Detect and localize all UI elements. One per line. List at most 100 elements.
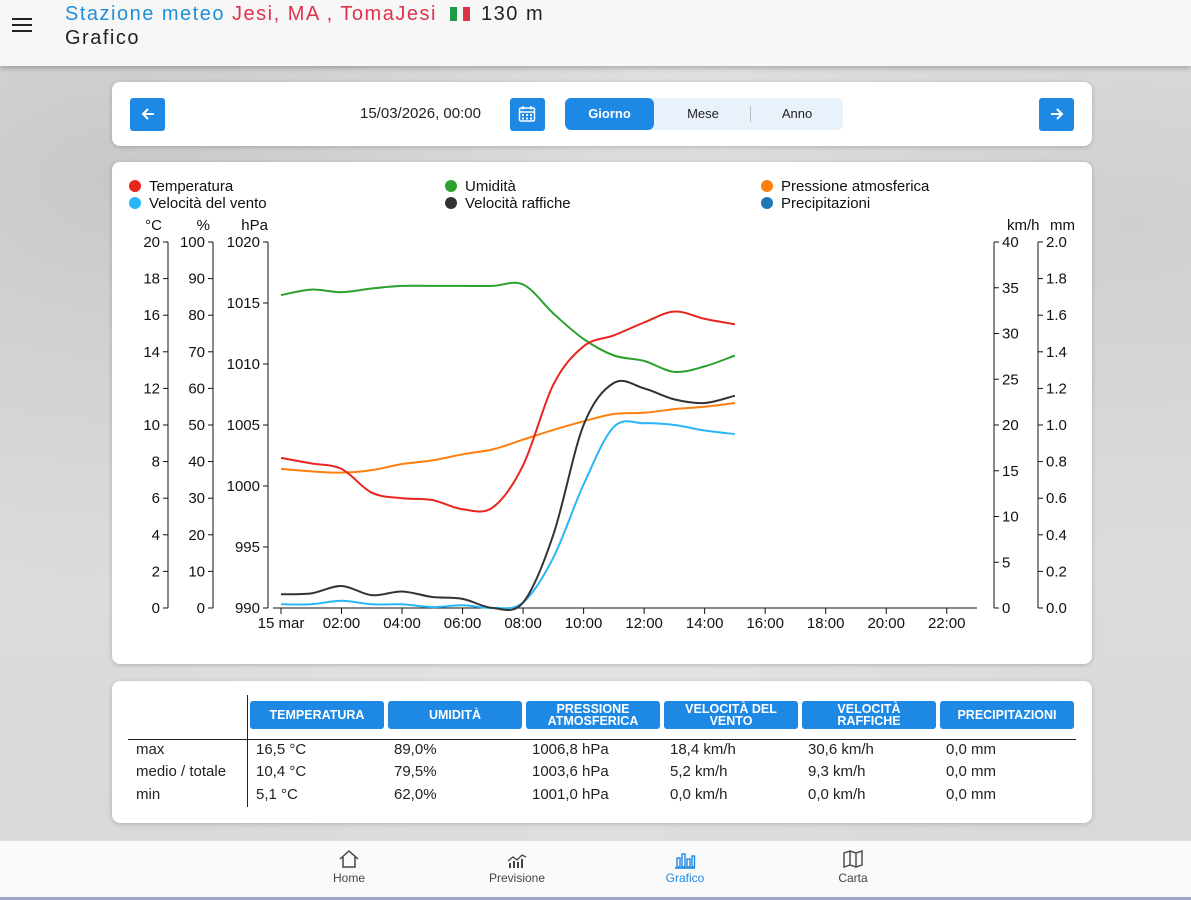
y-tick-label-temp-9: 18 (143, 271, 160, 288)
col-header-precipitazioni[interactable]: PRECIPITAZIONI (940, 701, 1074, 729)
cell-temp-min: 5,1 °C (256, 786, 298, 803)
bottom-nav-grafico[interactable]: Grafico (635, 849, 735, 885)
cell-hum-min: 62,0% (394, 786, 437, 803)
y-tick-label-wind-1: 5 (1002, 554, 1010, 571)
weather-chart: Temperatura Umidità Pressione atmosferica V… (129, 178, 1075, 632)
col-header-temperatura[interactable]: TEMPERATURA (250, 701, 384, 729)
y-tick-label-temp-5: 10 (143, 417, 160, 434)
bottom-nav-grafico-label: Grafico (665, 871, 705, 885)
y-tick-label-wind-0: 0 (1002, 600, 1010, 617)
cell-gust-min: 0,0 km/h (808, 786, 866, 803)
table-divider-vertical (247, 695, 248, 807)
y-tick-label-wind-8: 40 (1002, 234, 1019, 251)
home-icon (339, 849, 359, 868)
legend-label-5: Precipitazioni (781, 195, 870, 212)
y-tick-label-hum-1: 10 (188, 563, 205, 580)
cell-rain-total: 0,0 mm (946, 763, 997, 780)
bottom-nav-previsione[interactable]: Previsione (467, 849, 567, 885)
y-tick-label-rain-10: 2.0 (1046, 234, 1067, 251)
selected-date[interactable]: 15/03/2026, 00:00 (360, 105, 481, 122)
cell-gust-avg: 9,3 km/h (808, 763, 866, 780)
y-tick-label-rain-9: 1.8 (1046, 271, 1067, 288)
y-axis-unit-temp: °C (145, 217, 162, 234)
legend-label-4: Velocità raffiche (465, 195, 571, 212)
col-header-raffiche[interactable]: VELOCITÀ RAFFICHE (802, 701, 936, 729)
arrow-right-icon (1050, 108, 1063, 120)
series-line-0 (280, 310, 736, 513)
x-tick-label-6: 12:00 (625, 615, 663, 632)
cell-pres-avg: 1003,6 hPa (532, 763, 609, 780)
y-tick-label-temp-1: 2 (152, 563, 160, 580)
cell-hum-max: 89,0% (394, 741, 437, 758)
cell-rain-max: 0,0 mm (946, 741, 997, 758)
y-tick-label-temp-3: 6 (152, 490, 160, 507)
y-tick-label-temp-10: 20 (143, 234, 160, 251)
menu-icon[interactable] (12, 18, 32, 34)
x-tick-label-8: 16:00 (746, 615, 784, 632)
legend-marker-4 (445, 197, 457, 209)
y-tick-label-pres-2: 1000 (227, 478, 260, 495)
calendar-icon (518, 106, 536, 122)
tab-anno[interactable]: Anno (781, 106, 813, 121)
y-tick-label-rain-0: 0.0 (1046, 600, 1067, 617)
col-header-vento[interactable]: VELOCITÀ DEL VENTO (664, 701, 798, 729)
previous-button[interactable] (130, 98, 165, 131)
row-label-min: min (136, 786, 161, 803)
y-tick-label-pres-0: 990 (235, 600, 260, 617)
map-icon (843, 850, 863, 868)
bottom-nav-home[interactable]: Home (299, 849, 399, 885)
y-tick-label-pres-5: 1015 (227, 295, 260, 312)
y-tick-label-temp-0: 0 (152, 600, 160, 617)
y-tick-label-hum-4: 40 (188, 454, 205, 471)
legend-marker-5 (761, 197, 773, 209)
legend-label-3: Velocità del vento (149, 195, 267, 212)
row-label-max: max (136, 741, 165, 758)
table-divider-horizontal (128, 739, 1076, 740)
tab-mese[interactable]: Mese (687, 106, 719, 121)
y-tick-label-rain-6: 1.2 (1046, 380, 1067, 397)
y-tick-label-hum-8: 80 (188, 307, 205, 324)
bottom-navigation: Home Previsione Grafico Carta (0, 840, 1191, 898)
y-tick-label-wind-3: 15 (1002, 463, 1019, 480)
cell-temp-avg: 10,4 °C (256, 763, 307, 780)
period-selector: Giorno Mese Anno (565, 98, 843, 130)
y-tick-label-temp-4: 8 (152, 454, 160, 471)
y-tick-label-rain-2: 0.4 (1046, 527, 1067, 544)
y-tick-label-rain-4: 0.8 (1046, 454, 1067, 471)
tab-giorno[interactable]: Giorno (565, 98, 654, 130)
y-tick-label-wind-4: 20 (1002, 417, 1019, 434)
chart-icon (675, 853, 696, 869)
station-location: Jesi, MA , TomaJesi (232, 3, 437, 25)
bottom-nav-carta[interactable]: Carta (803, 849, 903, 885)
series-line-2 (280, 402, 736, 474)
y-tick-label-wind-7: 35 (1002, 280, 1019, 297)
chart-card: Temperatura Umidità Pressione atmosferica V… (112, 162, 1092, 664)
title-prefix: Stazione meteo (65, 3, 225, 25)
y-tick-label-rain-1: 0.2 (1046, 563, 1067, 580)
y-tick-label-wind-2: 10 (1002, 509, 1019, 526)
y-tick-label-rain-3: 0.6 (1046, 490, 1067, 507)
legend-marker-1 (445, 180, 457, 192)
y-tick-label-pres-1: 995 (235, 539, 260, 556)
calendar-button[interactable] (510, 98, 545, 131)
col-header-pressione[interactable]: PRESSIONE ATMOSFERICA (526, 701, 660, 729)
next-button[interactable] (1039, 98, 1074, 131)
y-axis-unit-hum: % (197, 217, 210, 234)
y-tick-label-rain-7: 1.4 (1046, 344, 1067, 361)
x-tick-label-0: 15 mar (258, 615, 305, 632)
cell-rain-min: 0,0 mm (946, 786, 997, 803)
x-tick-label-4: 08:00 (504, 615, 542, 632)
col-header-umidita[interactable]: UMIDITÀ (388, 701, 522, 729)
cell-pres-min: 1001,0 hPa (532, 786, 609, 803)
y-tick-label-temp-7: 14 (143, 344, 160, 361)
series-line-4 (280, 379, 736, 612)
y-tick-label-hum-2: 20 (188, 527, 205, 544)
cell-hum-avg: 79,5% (394, 763, 437, 780)
page-subtitle: Grafico (65, 27, 140, 49)
cell-wind-min: 0,0 km/h (670, 786, 728, 803)
x-tick-label-9: 18:00 (807, 615, 845, 632)
cell-wind-max: 18,4 km/h (670, 741, 736, 758)
legend-label-1: Umidità (465, 178, 517, 195)
cell-gust-max: 30,6 km/h (808, 741, 874, 758)
y-tick-label-wind-6: 30 (1002, 326, 1019, 343)
